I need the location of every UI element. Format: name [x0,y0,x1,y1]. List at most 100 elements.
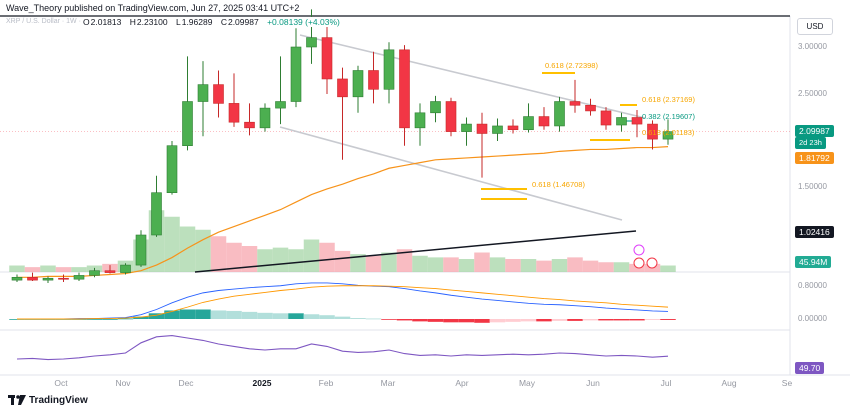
time-label-oct: Oct [54,378,68,388]
candle-body [600,110,612,126]
volume-bar [443,257,459,272]
volume-bar [164,216,180,272]
volume-bar [195,229,211,272]
channel-lower-line [279,126,623,221]
candle-body [631,117,643,125]
candle-body [399,49,410,129]
close-label: C [220,17,227,27]
change-value: +0.08139 (+4.03%) [267,17,340,27]
volume-bar [396,249,413,272]
low-value: 1.96289 [181,17,213,27]
close-value: 2.09987 [227,17,259,27]
macd-histogram-bar [629,319,645,321]
volume-bar [257,249,273,272]
footer-brand[interactable]: TradingView [8,395,88,406]
macd-histogram-bar [536,319,552,322]
support-trendline [194,230,637,273]
macd-histogram-bar [381,319,397,320]
macd-histogram-bar [520,319,537,322]
low-label: L [175,17,181,27]
candle-body [58,277,69,280]
fib-label-4: 0.618 (2.01183) [642,128,695,137]
fib-label-3: 0.382 (2.19607) [642,112,695,121]
macd-histogram-bar [117,318,134,320]
last-price-tag: 2.09987 [795,125,834,137]
candle-body [120,264,131,273]
candle-body [42,277,54,281]
macd-signal-line [17,285,669,320]
macd-histogram-bar [334,316,351,319]
footer-text: TradingView [29,395,88,406]
candle-body [11,276,23,281]
volume-bar [272,247,289,272]
time-label-mar: Mar [380,378,396,388]
volume-bar [613,262,630,272]
macd-axis-high: 0.80000 [798,281,827,290]
macd-histogram-bar [226,310,242,319]
volume-bar [474,252,490,272]
candle-body [476,123,488,134]
candle-body [414,112,426,129]
candle-body [151,192,162,236]
time-label-may: May [518,378,536,388]
candle-body [662,131,674,140]
macd-histogram-bar [164,310,180,319]
macd-histogram-bar [148,313,165,319]
candle-body [27,276,38,281]
ohlc-legend: O2.01813 H2.23100 L1.96289 C2.09987 +0.0… [83,17,340,27]
trendline-tag: 1.02416 [795,226,834,238]
macd-histogram-bar [443,319,459,323]
candle-body [166,145,178,193]
candle-body [383,49,395,90]
macd-histogram-bar [505,319,521,322]
volume-bar [505,259,521,272]
macd-histogram-bar [288,313,304,319]
macd-histogram-bar [241,311,258,319]
candle-body [73,275,85,280]
volume-bar [567,257,583,272]
macd-histogram-bar [86,319,103,320]
candle-body [213,84,224,104]
high-value: 2.23100 [136,17,168,27]
time-label-aug: Aug [721,378,737,388]
lightning-event-icon [633,244,645,256]
macd-histogram-bar [257,312,273,319]
volume-bar [55,267,72,272]
macd-histogram-bar [319,315,335,319]
macd-histogram-bar [567,319,583,321]
candle-body [321,37,333,80]
candle-body [616,117,627,126]
volume-bar [226,242,242,272]
candle-body [182,101,193,146]
volume-bar [520,259,537,272]
volume-bar [458,259,475,272]
time-label-jul: Jul [660,378,672,388]
volume-bar [241,246,258,272]
candle-body [461,123,472,132]
ema-tag: 1.81792 [795,152,834,164]
macd-histogram-bar [179,309,196,319]
fib-label-5: 0.618 (1.46708) [532,180,585,189]
macd-line [17,282,669,320]
candle-body [89,270,100,276]
macd-histogram-bar [350,318,366,319]
macd-histogram-bar [303,314,320,319]
candle-body [368,70,379,90]
volume-bar [319,242,335,272]
volume-bar [71,267,87,272]
channel-upper-line [299,34,646,119]
candle-body [585,104,596,112]
macd-histogram-bar [412,319,428,322]
candle-body [337,78,348,98]
volume-bar [536,260,552,272]
currency-button[interactable]: USD [797,18,833,35]
volume-bar [489,257,506,272]
macd-histogram-bar [644,319,661,320]
candle-body [244,121,255,129]
volume-bar [210,236,227,272]
volume-bar [551,259,568,272]
countdown-tag: 2d 23h [795,137,826,149]
candle-body [492,125,503,134]
macd-histogram-bar [489,319,506,323]
